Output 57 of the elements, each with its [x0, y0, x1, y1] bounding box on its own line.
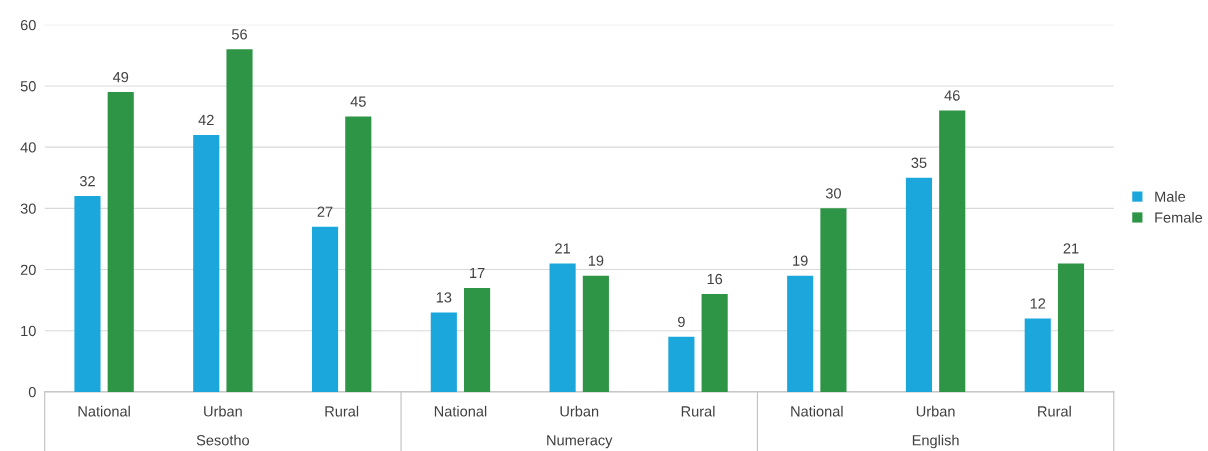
- data-label: 45: [350, 96, 366, 107]
- data-label: 30: [825, 188, 841, 199]
- x-tick-label: Rural: [1038, 405, 1071, 417]
- y-tick-label: 10: [21, 325, 36, 337]
- y-tick-label: 60: [20, 19, 36, 31]
- bar: [668, 336, 695, 392]
- x-tick-label: National: [434, 405, 487, 417]
- y-tick-label: 40: [20, 142, 36, 153]
- x-tick-label: Urban: [204, 405, 242, 417]
- y-tick-label: 30: [20, 203, 36, 214]
- x-tick-label: Rural: [681, 405, 715, 417]
- bar: [701, 294, 728, 392]
- bar: [939, 110, 966, 392]
- data-label: 56: [231, 29, 247, 40]
- data-label: 9: [678, 316, 685, 328]
- text: English: [912, 434, 959, 449]
- legend-label: Female: [1155, 212, 1203, 223]
- bar: [430, 312, 457, 392]
- data-label: 17: [470, 267, 485, 278]
- data-label: 19: [793, 255, 808, 266]
- legend-label: Male: [1155, 191, 1186, 202]
- x-tick-label: Urban: [916, 405, 955, 417]
- data-label: 13: [436, 292, 452, 303]
- bar: [1057, 263, 1085, 392]
- data-label: 12: [1030, 298, 1046, 309]
- bar: [311, 226, 339, 392]
- data-label: 21: [555, 243, 571, 254]
- bar: [193, 134, 220, 392]
- y-tick-label: 0: [28, 387, 36, 398]
- bar: [582, 275, 609, 392]
- bar: [107, 92, 134, 392]
- data-label: 16: [707, 273, 723, 285]
- data-label: 49: [112, 71, 129, 83]
- bar: [820, 208, 847, 392]
- bar: [226, 49, 253, 392]
- bar: [905, 177, 933, 392]
- bar: [464, 287, 491, 392]
- text: Numeracy: [547, 435, 613, 449]
- x-tick-label: Urban: [560, 405, 599, 417]
- x-tick-label: Rural: [325, 405, 359, 417]
- bar: [74, 196, 101, 392]
- data-label: 35: [911, 157, 927, 168]
- x-tick-label: National: [78, 405, 130, 417]
- data-label: 27: [317, 206, 333, 217]
- text: Sesotho: [196, 434, 250, 446]
- data-label: 42: [198, 114, 214, 125]
- bar: [345, 116, 372, 392]
- y-tick-label: 50: [20, 81, 36, 92]
- bar: [787, 275, 814, 392]
- data-label: 21: [1063, 243, 1079, 254]
- bar: [1024, 318, 1051, 392]
- data-label: 19: [588, 255, 604, 266]
- bar: [549, 263, 576, 392]
- data-label: 46: [944, 90, 960, 101]
- y-tick-label: 20: [20, 264, 36, 275]
- x-tick-label: National: [791, 405, 843, 417]
- data-label: 32: [79, 175, 95, 187]
